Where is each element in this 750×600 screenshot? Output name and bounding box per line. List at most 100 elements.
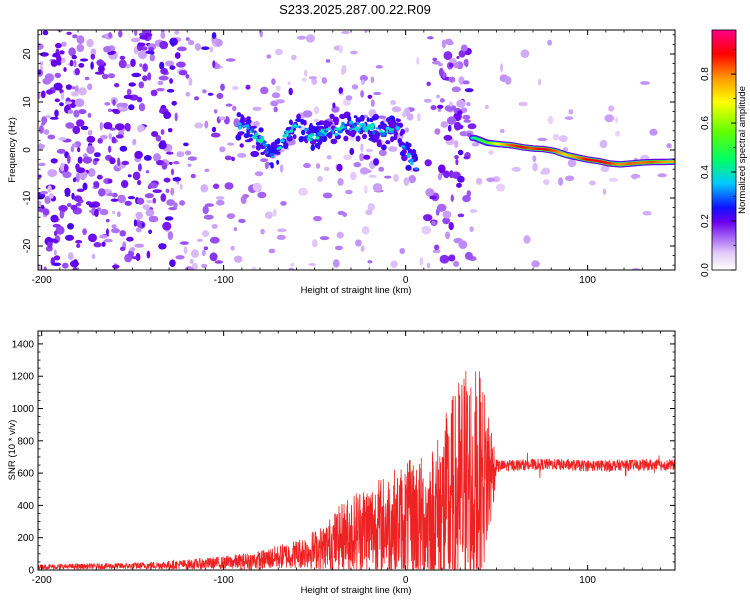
spectrogram-cell bbox=[458, 124, 464, 130]
spectrogram-cell bbox=[434, 128, 441, 135]
spectrogram-cell bbox=[145, 170, 150, 174]
spectrogram-cell bbox=[40, 191, 49, 195]
spectrogram-cell bbox=[302, 110, 313, 118]
spectrogram-cell bbox=[325, 127, 330, 131]
spectrogram-cell bbox=[432, 57, 438, 62]
spectrogram-cell bbox=[119, 230, 127, 237]
spectrogram-cell bbox=[209, 46, 214, 53]
spectrogram-cell bbox=[152, 189, 163, 194]
spectrogram-cell bbox=[64, 164, 68, 173]
spectrogram-cell bbox=[108, 132, 112, 140]
spectrogram-cell bbox=[243, 133, 250, 139]
spectrogram-cell bbox=[429, 195, 437, 200]
spectrogram-cell bbox=[446, 116, 457, 125]
spectrogram-cell bbox=[69, 59, 74, 67]
spectrogram-cell bbox=[170, 187, 175, 196]
spectrogram-cell bbox=[307, 137, 310, 141]
spectrogram-cell bbox=[64, 187, 71, 196]
spectrogram-cell bbox=[216, 196, 225, 200]
spectrogram-cell bbox=[364, 30, 368, 34]
spectrogram-cell bbox=[48, 193, 54, 199]
spectrogram-cell bbox=[300, 118, 305, 125]
spectrogram-cell bbox=[362, 169, 372, 174]
spectrogram-cell bbox=[336, 231, 344, 239]
spectrogram-cell bbox=[137, 179, 142, 186]
spectrogram-cell bbox=[244, 139, 252, 143]
spectrogram-cell bbox=[157, 80, 164, 86]
spectrogram-cell bbox=[271, 92, 281, 99]
spectrogram-cell bbox=[47, 185, 52, 193]
spectrogram-cell bbox=[410, 162, 414, 166]
spectrogram-cell bbox=[117, 194, 126, 204]
spectrogram-cell bbox=[462, 80, 470, 85]
spectrogram-cell bbox=[355, 239, 362, 247]
spectrogram-cell bbox=[136, 197, 145, 205]
spectrogram-cell bbox=[127, 174, 132, 178]
colorbar-tick-label: 0.2 bbox=[700, 214, 711, 228]
spectrogram-cell bbox=[99, 234, 108, 239]
spectrogram-cell bbox=[427, 36, 434, 40]
spectrogram-cell bbox=[148, 215, 159, 223]
spectrogram-cell bbox=[158, 243, 167, 250]
spectrogram-cell bbox=[431, 220, 436, 225]
spectrogram-cell bbox=[425, 188, 435, 197]
spectrogram-cell bbox=[78, 63, 85, 68]
spectrogram-cell bbox=[279, 164, 284, 173]
spectrogram-cell bbox=[395, 126, 401, 131]
spectrogram-cell bbox=[109, 127, 116, 131]
spectrogram-cell bbox=[600, 165, 610, 173]
spectrogram-cell bbox=[56, 55, 62, 63]
spectrogram-cell bbox=[469, 209, 478, 213]
spectrogram-cell bbox=[62, 171, 72, 179]
spectrogram-cell bbox=[43, 129, 50, 135]
spectrogram-cell bbox=[210, 132, 221, 138]
spectrogram-cell bbox=[225, 103, 233, 107]
spectrogram-cell bbox=[391, 106, 402, 113]
spectrogram-cell bbox=[71, 86, 76, 90]
spectrogram-cell bbox=[316, 163, 321, 169]
spectrogram-cell bbox=[166, 88, 175, 93]
spectrogram-cell bbox=[657, 173, 667, 178]
spectrogram-cell bbox=[86, 135, 96, 143]
spectrogram-ylabel: Frequency (Hz) bbox=[7, 117, 18, 182]
spectrogram-cell bbox=[50, 214, 59, 223]
spectrogram-cell bbox=[441, 39, 446, 49]
spectrogram-cell bbox=[296, 113, 301, 120]
spectrogram-cell bbox=[200, 184, 209, 193]
spectrogram-cell bbox=[541, 167, 551, 175]
spectrogram-cell bbox=[275, 48, 283, 56]
spectrogram-cell bbox=[172, 177, 182, 182]
spectrogram-cell bbox=[109, 157, 116, 165]
spectrogram-cell bbox=[233, 227, 238, 232]
spectrogram-cell bbox=[209, 236, 220, 244]
figure-title: S233.2025.287.00.22.R09 bbox=[279, 2, 431, 17]
spectrogram-cell bbox=[179, 241, 189, 245]
spectrogram-cell bbox=[327, 121, 333, 125]
spectrogram-cell bbox=[440, 121, 449, 128]
spectrogram-cell bbox=[131, 72, 142, 78]
spectrogram-cell bbox=[331, 106, 340, 113]
spectrogram-cell bbox=[438, 63, 443, 67]
spectrogram-cell bbox=[232, 105, 237, 112]
spectrogram-cell bbox=[438, 67, 444, 77]
spectrogram-cell bbox=[356, 122, 360, 126]
spectrogram-cell bbox=[338, 44, 343, 54]
spectrogram-cell bbox=[111, 136, 116, 144]
spectrogram-cell bbox=[464, 251, 473, 260]
spectrogram-cell bbox=[138, 103, 146, 112]
spectrogram-cell bbox=[373, 91, 382, 96]
spectrogram-cell bbox=[62, 262, 69, 269]
spectrogram-cell bbox=[250, 128, 254, 132]
spectrogram-cell bbox=[107, 108, 113, 113]
spectrogram-cell bbox=[265, 151, 269, 154]
spectrogram-cell bbox=[291, 125, 294, 130]
spectrogram-cell bbox=[76, 44, 85, 52]
spectrogram-cell bbox=[107, 192, 115, 197]
spectrogram-cell bbox=[144, 193, 154, 199]
spectrogram-cell bbox=[76, 243, 81, 248]
spectrogram-cell bbox=[144, 32, 153, 37]
spectrogram-cell bbox=[276, 234, 286, 240]
spectrogram-cell bbox=[131, 37, 141, 43]
spectrogram-cell bbox=[76, 188, 85, 193]
